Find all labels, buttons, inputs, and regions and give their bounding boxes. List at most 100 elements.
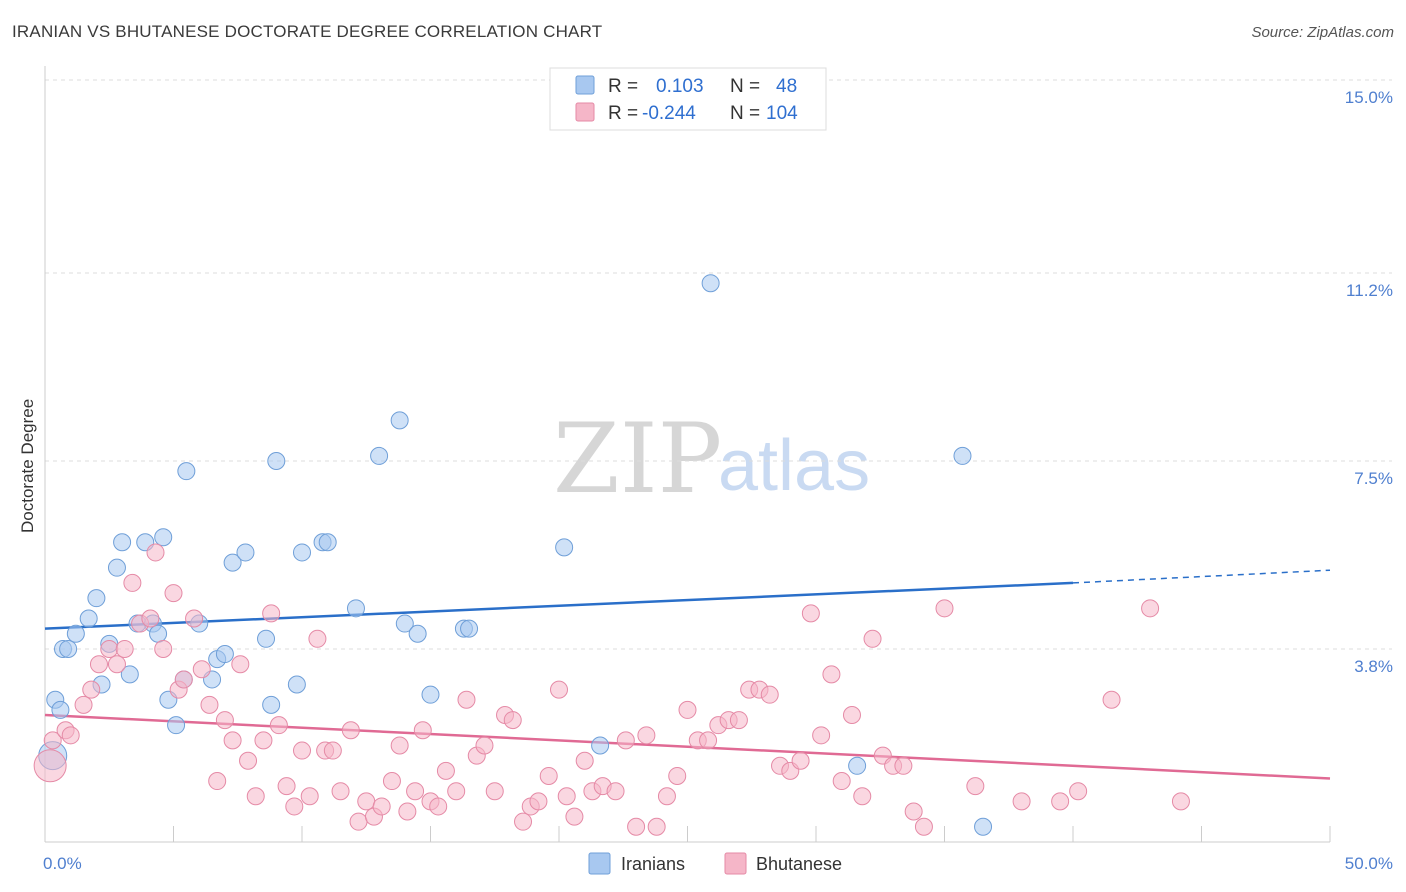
point-bhutanese [627, 817, 646, 836]
point-bhutanese [503, 711, 522, 730]
chart-source: Source: ZipAtlas.com [1251, 24, 1394, 41]
point-bhutanese [115, 639, 134, 658]
point-bhutanese [246, 787, 265, 806]
point-bhutanese [146, 543, 165, 562]
point-bhutanese [657, 787, 676, 806]
point-bhutanese [647, 817, 666, 836]
point-iranians [223, 553, 242, 572]
point-bhutanese [1051, 792, 1070, 811]
point-iranians [953, 446, 972, 465]
point-iranians [701, 274, 720, 293]
point-iranians [79, 609, 98, 628]
point-bhutanese [123, 573, 142, 592]
point-iranians [460, 619, 479, 638]
point-bhutanese [164, 584, 183, 603]
point-bhutanese [1012, 792, 1031, 811]
point-bhutanese [539, 766, 558, 785]
legend-r-value-iranians: 0.103 [656, 76, 704, 97]
axes [44, 66, 1331, 843]
y-tick-labels: 3.8% 7.5% 11.2% 15.0% [1345, 88, 1393, 676]
point-iranians [346, 599, 365, 618]
point-iranians [113, 533, 132, 552]
point-iranians [555, 538, 574, 557]
point-bhutanese [215, 711, 234, 730]
point-bhutanese [935, 599, 954, 618]
point-bhutanese [699, 731, 718, 750]
point-bhutanese [514, 812, 533, 831]
point-bhutanese [61, 726, 80, 745]
point-bhutanese [100, 639, 119, 658]
point-bhutanese [529, 792, 548, 811]
bottom-legend-label-iranians: Iranians [621, 854, 685, 874]
point-bhutanese [141, 609, 160, 628]
point-bhutanese [447, 782, 466, 801]
point-bhutanese [1141, 599, 1160, 618]
point-bhutanese [89, 655, 108, 674]
point-bhutanese [331, 782, 350, 801]
point-bhutanese [398, 802, 417, 821]
point-iranians [107, 558, 126, 577]
x-tick-labels: 0.0% 50.0% [43, 854, 1393, 873]
point-bhutanese [853, 787, 872, 806]
point-iranians [370, 446, 389, 465]
point-bhutanese [357, 792, 376, 811]
point-iranians [390, 411, 409, 430]
point-iranians [974, 817, 993, 836]
point-iranians [591, 736, 610, 755]
point-bhutanese [341, 721, 360, 740]
point-iranians [395, 614, 414, 633]
point-bhutanese [550, 680, 568, 699]
point-bhutanese [107, 655, 126, 674]
point-bhutanese [192, 660, 211, 679]
point-iranians [318, 533, 337, 552]
bottom-legend-swatch-bhutanese [724, 852, 747, 875]
point-bhutanese [565, 807, 584, 826]
point-iranians [66, 624, 85, 643]
point-bhutanese [457, 690, 476, 709]
watermark-zip: ZIP [553, 403, 722, 515]
point-iranians [267, 452, 286, 470]
point-bhutanese [300, 787, 319, 806]
point-bhutanese [812, 726, 831, 745]
point-bhutanese [208, 772, 227, 791]
point-bhutanese [413, 721, 432, 740]
point-bhutanese [485, 782, 504, 801]
point-bhutanese [557, 787, 576, 806]
point-bhutanese [154, 639, 173, 658]
gridlines [45, 79, 1392, 650]
trend-line-bhutanese [44, 713, 1331, 780]
point-bhutanese [894, 756, 913, 775]
point-bhutanese [382, 772, 401, 791]
point-bhutanese [372, 797, 391, 816]
bottom-legend-label-bhutanese: Bhutanese [756, 854, 842, 874]
point-bhutanese [269, 716, 288, 735]
x-tick-label-max: 50.0% [1345, 854, 1393, 873]
point-bhutanese [82, 680, 101, 699]
legend-swatch-bhutanese [575, 102, 595, 122]
y-tick-label: 11.2% [1346, 281, 1393, 300]
point-bhutanese [616, 731, 635, 750]
point-iranians [236, 543, 255, 562]
point-bhutanese [390, 736, 409, 755]
y-tick-label: 3.8% [1354, 657, 1393, 676]
point-bhutanese [1069, 782, 1088, 801]
y-tick-label: 7.5% [1354, 469, 1393, 488]
legend-n-value-bhutanese: 104 [766, 103, 798, 124]
watermark-atlas: atlas [718, 426, 870, 506]
point-iranians [120, 665, 139, 684]
point-bhutanese [842, 706, 861, 724]
point-iranians [257, 629, 276, 648]
point-iranians [287, 675, 306, 694]
point-bhutanese [254, 731, 273, 750]
point-iranians [215, 645, 234, 664]
legend-r-value-bhutanese: -0.244 [642, 103, 696, 124]
point-bhutanese [277, 777, 296, 796]
legend-r-label-iranians: R = [608, 76, 638, 97]
point-bhutanese [349, 812, 368, 831]
y-axis-label: Doctorate Degree [18, 399, 37, 533]
chart-title: IRANIAN VS BHUTANESE DOCTORATE DEGREE CO… [12, 22, 603, 41]
data-points [33, 274, 1190, 836]
point-iranians [177, 462, 196, 481]
point-bhutanese [1171, 792, 1190, 811]
point-bhutanese [285, 797, 304, 816]
